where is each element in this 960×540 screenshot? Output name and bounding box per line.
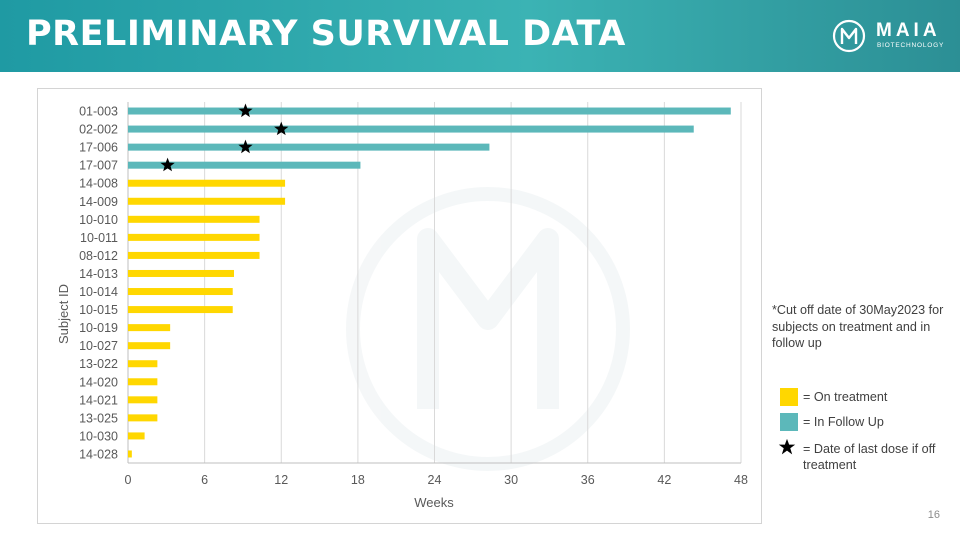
bar-10-014 bbox=[128, 288, 233, 296]
bar-10-011 bbox=[128, 233, 260, 241]
chart-frame: 01-003 02-002 17-006 17-007 14-008 14-009 10-0… bbox=[37, 88, 762, 524]
bar-14-020 bbox=[128, 378, 158, 386]
bar-13-022 bbox=[128, 360, 158, 368]
star-icon bbox=[778, 438, 796, 455]
y-axis-label: Subject ID bbox=[56, 284, 71, 344]
y-tick-label: 14-021 bbox=[79, 393, 118, 407]
x-tick-label: 36 bbox=[581, 473, 595, 487]
maia-logo: MAIA BIOTECHNOLOGY bbox=[832, 18, 945, 54]
x-axis-label: Weeks bbox=[414, 495, 454, 510]
y-tick-label: 10-014 bbox=[79, 285, 118, 299]
survival-swimmer-chart: 01-003 02-002 17-006 17-007 14-008 14-009 10-0… bbox=[56, 102, 748, 510]
y-tick-label: 10-015 bbox=[79, 303, 118, 317]
page-number: 16 bbox=[927, 509, 940, 521]
logo-subtitle: BIOTECHNOLOGY bbox=[877, 42, 945, 49]
y-tick-label: 13-025 bbox=[79, 411, 118, 425]
y-tick-label: 17-006 bbox=[79, 141, 118, 155]
bar-14-009 bbox=[128, 197, 286, 205]
bar-17-006 bbox=[128, 143, 490, 151]
maia-logo-icon bbox=[832, 19, 866, 53]
y-tick-label: 10-027 bbox=[79, 339, 118, 353]
x-tick-label: 6 bbox=[201, 473, 208, 487]
bar-14-008 bbox=[128, 179, 286, 187]
bar-10-030 bbox=[128, 432, 145, 440]
y-tick-label: 10-010 bbox=[79, 213, 118, 227]
y-tick-label: 01-003 bbox=[79, 105, 118, 119]
last-dose-star-17-006 bbox=[238, 139, 253, 154]
y-tick-label: 14-028 bbox=[79, 447, 118, 461]
legend-label-in-follow-up: = In Follow Up bbox=[803, 415, 884, 429]
y-tick-label: 10-019 bbox=[79, 321, 118, 335]
y-tick-label: 08-012 bbox=[79, 249, 118, 263]
y-tick-label: 10-030 bbox=[79, 429, 118, 443]
y-tick-label: 14-008 bbox=[79, 177, 118, 191]
y-tick-label: 02-002 bbox=[79, 123, 118, 137]
watermark-logo bbox=[346, 187, 630, 471]
legend-swatch-on-treatment bbox=[780, 388, 798, 406]
y-tick-label: 14-013 bbox=[79, 267, 118, 281]
y-tick-label: 14-020 bbox=[79, 375, 118, 389]
x-tick-label: 30 bbox=[504, 473, 518, 487]
y-tick-label: 10-011 bbox=[80, 231, 118, 245]
last-dose-star-01-003 bbox=[238, 103, 253, 118]
bar-10-015 bbox=[128, 306, 233, 314]
legend-swatch-in-follow-up bbox=[780, 413, 798, 431]
cutoff-footnote: *Cut off date of 30May2023 for subjects … bbox=[772, 303, 944, 350]
bar-01-003 bbox=[128, 107, 731, 115]
bar-17-007 bbox=[128, 161, 361, 169]
y-tick-label: 14-009 bbox=[79, 195, 118, 209]
bar-14-028 bbox=[128, 450, 132, 458]
x-tick-label: 48 bbox=[734, 473, 748, 487]
x-tick-label: 12 bbox=[274, 473, 288, 487]
y-tick-label: 13-022 bbox=[79, 357, 118, 371]
bar-08-012 bbox=[128, 251, 260, 259]
title-banner: PRELIMINARY SURVIVAL DATA MAIA BIOTECHNO… bbox=[0, 0, 960, 72]
last-dose-star-17-007 bbox=[160, 157, 175, 172]
x-tick-label: 18 bbox=[351, 473, 365, 487]
x-tick-label: 24 bbox=[428, 473, 442, 487]
x-tick-label: 42 bbox=[657, 473, 671, 487]
bar-02-002 bbox=[128, 125, 694, 133]
legend-label-last-dose: = Date of last dose if off treatment bbox=[803, 442, 936, 472]
bar-14-021 bbox=[128, 396, 158, 404]
bar-13-025 bbox=[128, 414, 158, 422]
y-tick-label: 17-007 bbox=[79, 159, 118, 173]
x-tick-label: 0 bbox=[125, 473, 132, 487]
slide-title: PRELIMINARY SURVIVAL DATA bbox=[26, 14, 626, 54]
bar-14-013 bbox=[128, 269, 234, 277]
last-dose-star-02-002 bbox=[274, 121, 289, 136]
bar-10-019 bbox=[128, 324, 171, 332]
bar-10-027 bbox=[128, 342, 171, 350]
logo-name: MAIA bbox=[876, 20, 941, 41]
bar-10-010 bbox=[128, 215, 260, 223]
legend-label-on-treatment: = On treatment bbox=[803, 390, 888, 404]
